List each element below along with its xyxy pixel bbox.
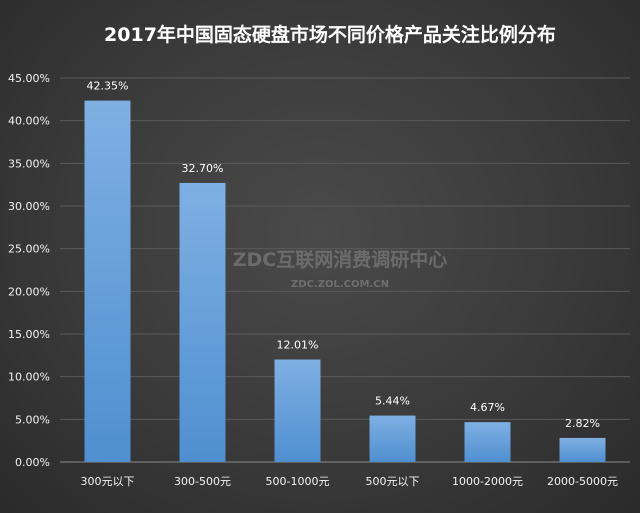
data-label: 5.44% <box>375 395 410 408</box>
y-tick-label: 45.00% <box>8 72 50 85</box>
data-labels: 42.35% 32.70% 12.01% 5.44% 4.67% 2.82% <box>87 80 600 430</box>
bar <box>559 437 606 462</box>
y-tick-label: 30.00% <box>8 200 50 213</box>
y-tick-label: 5.00% <box>15 413 50 426</box>
y-tick-label: 25.00% <box>8 243 50 256</box>
gridlines <box>60 77 630 463</box>
bar <box>84 100 131 462</box>
bar <box>464 422 511 462</box>
watermark-sub: ZDC.ZOL.COM.CN <box>291 279 389 290</box>
y-tick-label: 0.00% <box>15 456 50 469</box>
y-tick-label: 10.00% <box>8 371 50 384</box>
y-axis-ticks: 0.00% 5.00% 10.00% 15.00% 20.00% 25.00% 30.00%… <box>8 72 50 469</box>
x-tick-label: 300元以下 <box>81 475 135 488</box>
y-tick-label: 35.00% <box>8 157 50 170</box>
data-label: 12.01% <box>277 339 319 352</box>
bars <box>84 100 606 462</box>
bar <box>369 415 416 462</box>
x-tick-label: 2000-5000元 <box>547 475 618 488</box>
chart-title: 2017年中国固态硬盘市场不同价格产品关注比例分布 <box>104 23 556 46</box>
x-tick-label: 1000-2000元 <box>452 475 523 488</box>
x-tick-label: 500元以下 <box>366 475 420 488</box>
y-tick-label: 20.00% <box>8 285 50 298</box>
x-tick-label: 500-1000元 <box>266 475 330 488</box>
x-tick-label: 300-500元 <box>174 475 231 488</box>
y-tick-label: 15.00% <box>8 328 50 341</box>
bar <box>274 359 321 462</box>
y-tick-label: 40.00% <box>8 115 50 128</box>
data-label: 32.70% <box>182 162 224 175</box>
watermark-main: ZDC互联网消费调研中心 <box>233 248 448 271</box>
watermark: ZDC互联网消费调研中心 ZDC.ZOL.COM.CN <box>233 248 448 290</box>
data-label: 42.35% <box>87 80 129 93</box>
x-axis-ticks: 300元以下 300-500元 500-1000元 500元以下 1000-2000元 2… <box>81 475 618 488</box>
data-label: 4.67% <box>470 401 505 414</box>
data-label: 2.82% <box>565 417 600 430</box>
bar <box>179 182 226 462</box>
